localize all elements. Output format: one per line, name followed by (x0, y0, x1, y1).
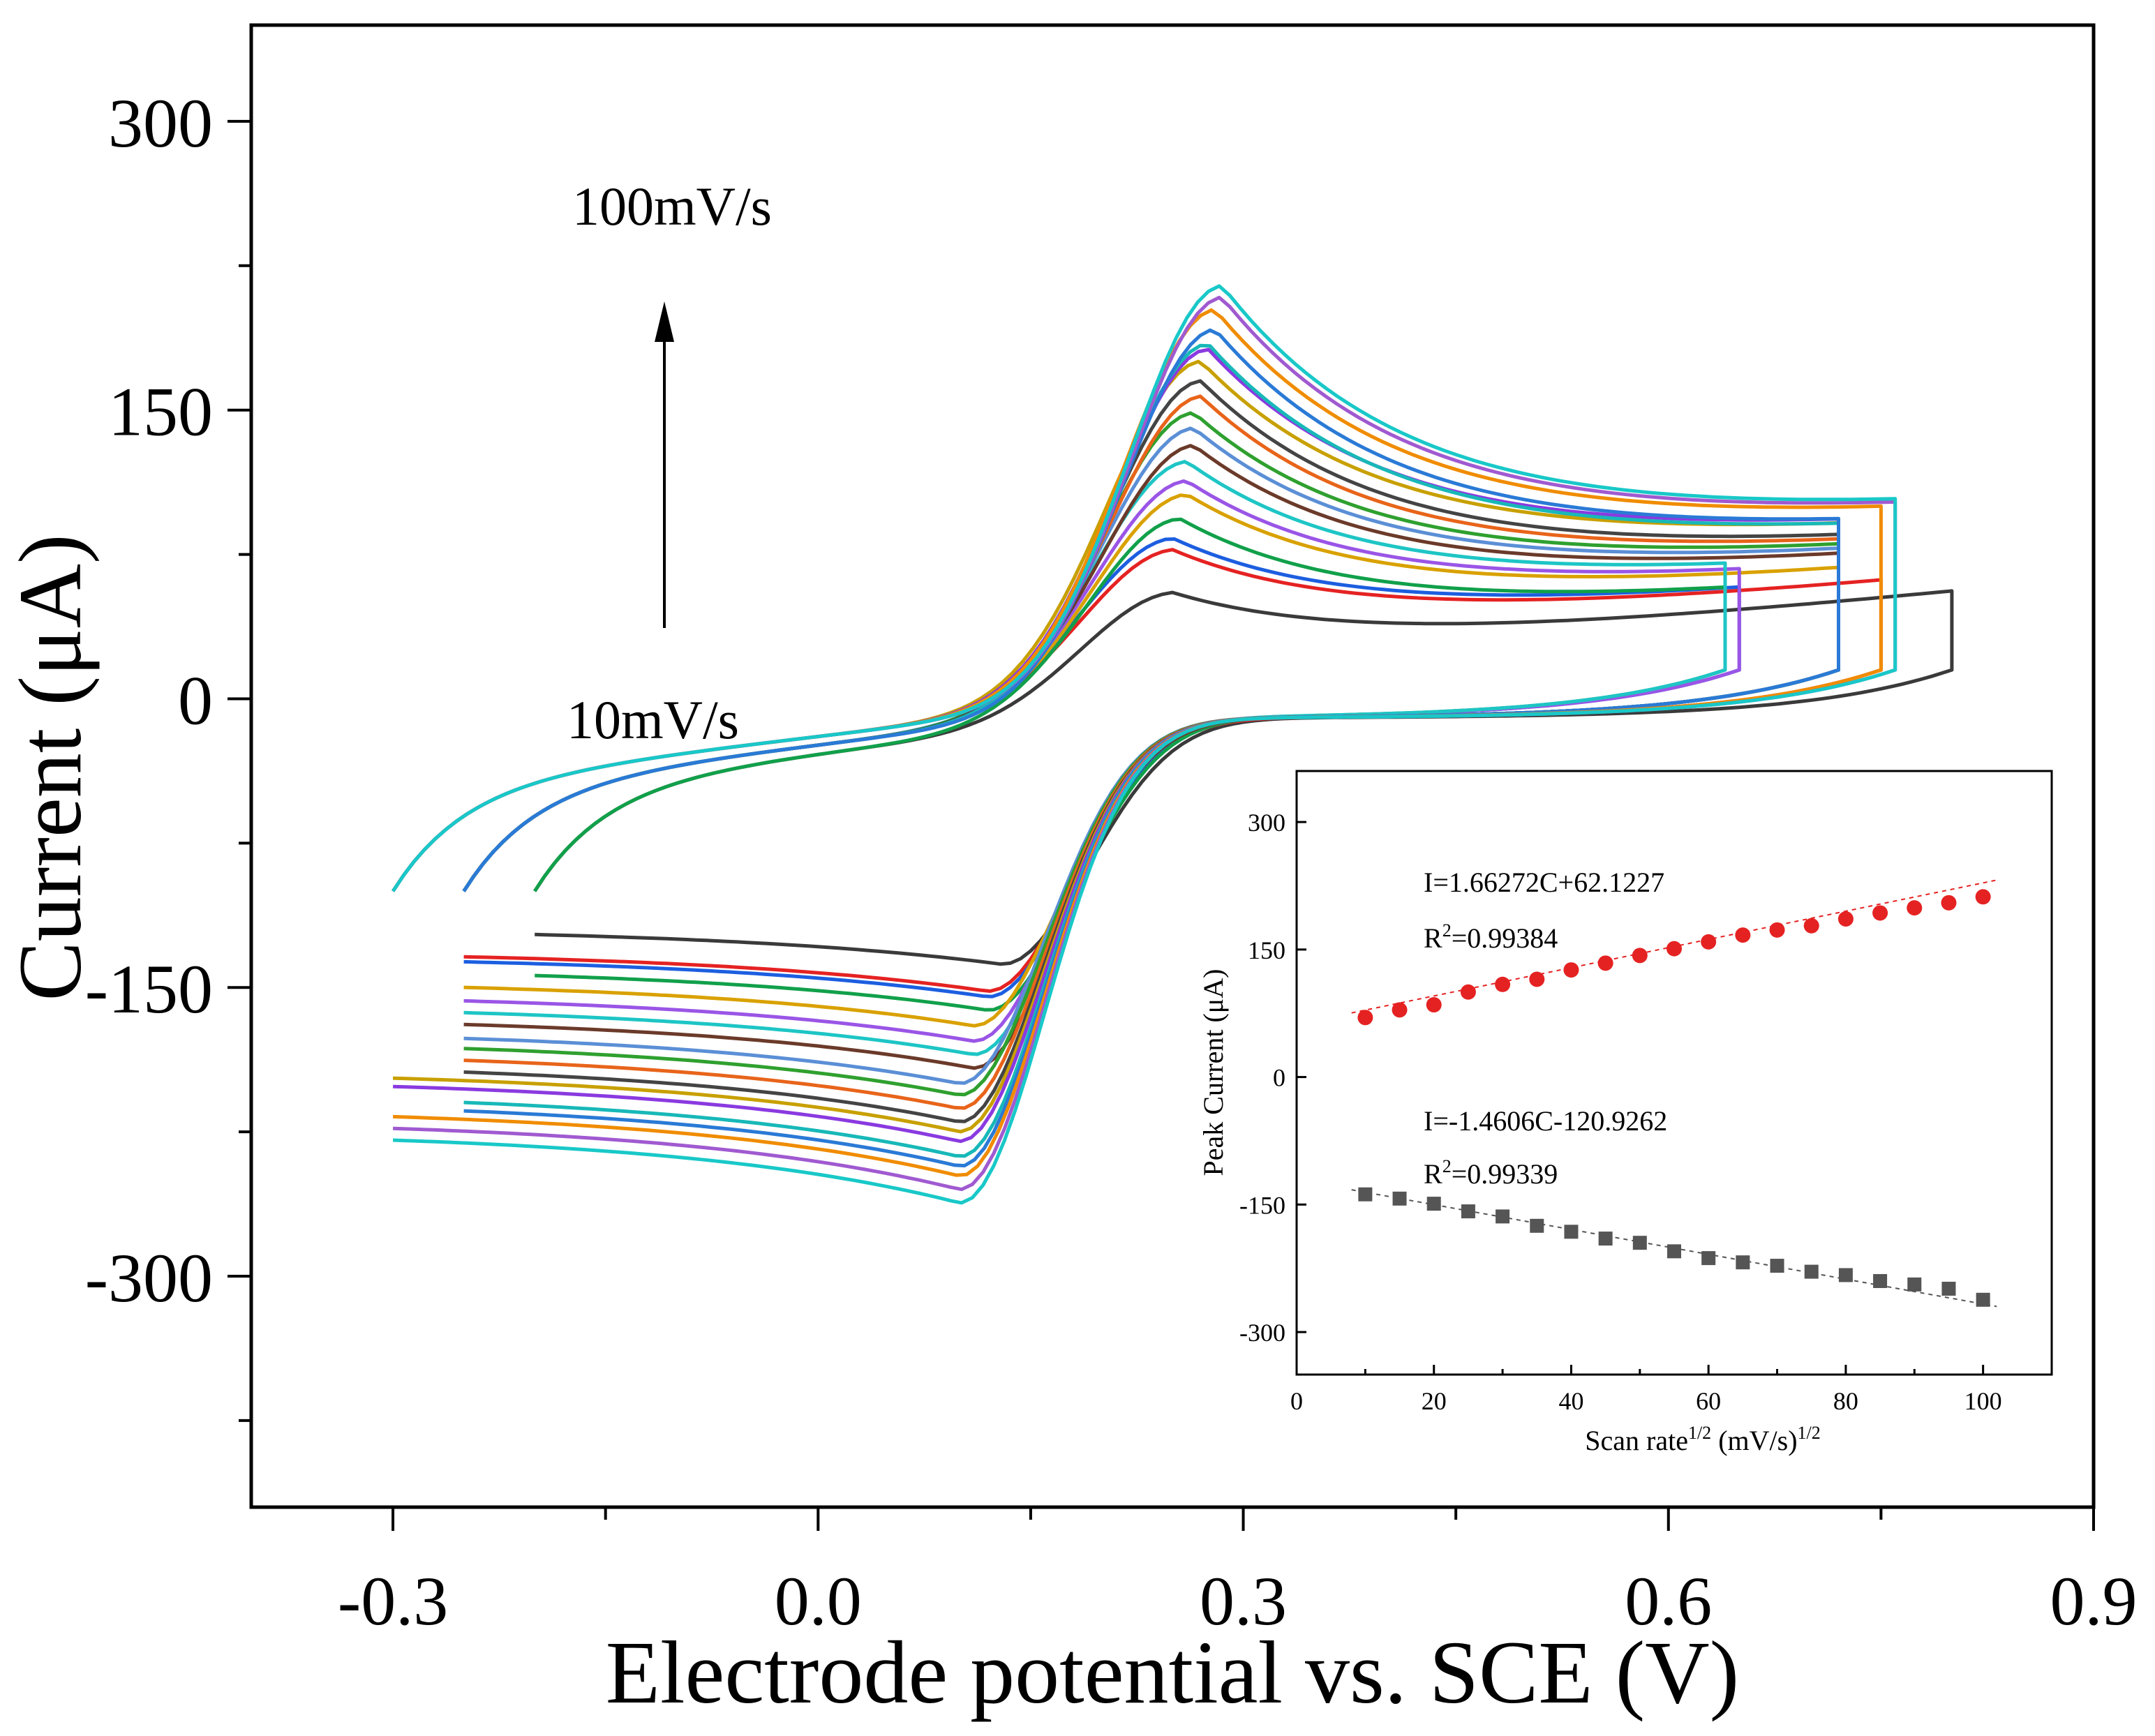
inset-background (1195, 759, 1989, 1387)
red-fit-equation: I=-1.4606C-120.9262 (1424, 1105, 1667, 1137)
main-x-tick-label: 0.6 (1625, 1562, 1712, 1640)
inset-point-reduction (1701, 1251, 1716, 1266)
inset-plot: 0 20 40 60 80 100 -300 -150 0 150 300 I=1.66272C+… (1195, 759, 2053, 1456)
inset-point-reduction (1941, 1281, 1956, 1296)
inset-point-reduction (1873, 1273, 1888, 1288)
inset-point-reduction (1461, 1204, 1475, 1219)
inset-y-tick-label: 0 (1273, 1064, 1285, 1092)
inset-point-reduction (1736, 1255, 1750, 1270)
inset-point-oxidation (1495, 976, 1511, 992)
inset-point-oxidation (1529, 971, 1545, 987)
inset-point-reduction (1426, 1197, 1441, 1211)
inset-point-reduction (1358, 1187, 1373, 1202)
inset-x-title-sup1: 1/2 (1688, 1423, 1711, 1443)
ox-r2-label: R2=0.99384 (1424, 920, 1558, 954)
inset-series (1351, 879, 1997, 1308)
inset-point-reduction (1667, 1244, 1681, 1259)
inset-x-tick-label: 20 (1422, 1387, 1447, 1415)
inset-y-tick-label: -150 (1239, 1191, 1285, 1219)
inset-point-reduction (1907, 1277, 1922, 1292)
ox-r2-letter: R (1424, 922, 1442, 954)
inset-x-tick-label: 100 (1964, 1387, 2002, 1415)
inset-x-title-units (1711, 1425, 1718, 1456)
inset-point-reduction (1564, 1225, 1579, 1239)
inset-point-reduction (1530, 1218, 1544, 1233)
ox-r2-sup: 2 (1442, 920, 1452, 941)
red-r2-sup: 2 (1442, 1156, 1452, 1176)
inset-x-tick-label: 40 (1558, 1387, 1583, 1415)
red-r2-letter: R (1424, 1158, 1442, 1190)
main-y-tick-label: 0 (178, 661, 213, 739)
inset-point-reduction (1838, 1268, 1853, 1282)
inset-point-oxidation (1907, 900, 1923, 916)
inset-x-tick-label: 80 (1833, 1387, 1858, 1415)
cv-curve-100-mVs (392, 284, 1897, 1205)
inset-point-oxidation (1426, 997, 1442, 1013)
inset-point-reduction (1496, 1209, 1510, 1224)
inset-point-oxidation (1701, 934, 1717, 950)
main-y-tick-label: -150 (85, 950, 213, 1028)
ox-fit-equation: I=1.66272C+62.1227 (1424, 867, 1664, 898)
inset-point-oxidation (1769, 922, 1785, 938)
inset-point-oxidation (1666, 941, 1682, 957)
inset-point-oxidation (1837, 911, 1854, 927)
inset-point-oxidation (1392, 1002, 1408, 1018)
annotation-top-label: 100mV/s (572, 176, 772, 237)
main-plot-frame (249, 23, 2096, 1509)
main-y-tick-label: -300 (85, 1239, 213, 1317)
cv-curves (392, 284, 1954, 1205)
red-r2-label: R2=0.99339 (1424, 1156, 1558, 1190)
main-y-tick-label: 300 (108, 84, 213, 162)
main-x-tick-label: 0.3 (1200, 1562, 1287, 1640)
inset-point-oxidation (1597, 955, 1613, 971)
inset-y-axis-title: Peak Current (μA) (1198, 969, 1229, 1176)
inset-y-tick-label: -300 (1239, 1319, 1285, 1347)
inset-point-oxidation (1735, 927, 1751, 943)
inset-y-ticks: -300 -150 0 150 300 (1239, 809, 1306, 1347)
main-y-ticks: -300 -150 0 150 300 (85, 84, 251, 1422)
red-r2-value: =0.99339 (1452, 1158, 1558, 1190)
main-x-tick-label: 0.0 (775, 1562, 862, 1640)
inset-point-oxidation (1563, 962, 1579, 978)
inset-x-ticks: 0 20 40 60 80 100 (1290, 1365, 2053, 1415)
inset-x-axis-title: Scan rate1/2 (mV/s)1/2 (1585, 1423, 1821, 1456)
inset-plot-frame (1295, 770, 2053, 1376)
main-x-tick-label: 0.9 (2050, 1562, 2138, 1640)
scan-rate-arrow-head (655, 301, 674, 342)
inset-x-title-sup2: 1/2 (1798, 1423, 1821, 1443)
inset-y-tick-label: 300 (1248, 809, 1285, 837)
inset-point-oxidation (1803, 918, 1819, 934)
inset-x-tick-label: 0 (1290, 1387, 1303, 1415)
inset-point-reduction (1632, 1236, 1647, 1250)
inset-y-tick-label: 150 (1248, 936, 1285, 964)
main-y-tick-label: 150 (108, 373, 213, 451)
inset-x-title-main: Scan rate (1585, 1425, 1688, 1456)
inset-point-reduction (1804, 1264, 1819, 1279)
ox-r2-value: =0.99384 (1452, 922, 1558, 954)
main-x-ticks: -0.3 0.0 0.3 0.6 0.9 (338, 1507, 2138, 1640)
inset-point-oxidation (1975, 889, 1991, 905)
main-x-axis-title: Electrode potential vs. SCE (V) (606, 1623, 1740, 1722)
inset-point-oxidation (1632, 948, 1648, 964)
inset-x-tick-label: 60 (1696, 1387, 1721, 1415)
inset-point-oxidation (1872, 905, 1888, 921)
main-x-tick-label: -0.3 (338, 1562, 448, 1640)
main-y-axis-title: Current (μA) (1, 534, 100, 1001)
inset-point-oxidation (1941, 895, 1957, 911)
inset-point-reduction (1976, 1292, 1990, 1307)
inset-point-oxidation (1357, 1010, 1373, 1026)
inset-point-reduction (1598, 1232, 1613, 1246)
annotation-bottom-label: 10mV/s (567, 689, 739, 750)
inset-point-oxidation (1460, 984, 1476, 1000)
inset-point-reduction (1392, 1191, 1407, 1206)
inset-point-reduction (1770, 1259, 1784, 1273)
inset-x-title-unit-text: (mV/s) (1718, 1425, 1797, 1456)
cv-curve-10-mVs (533, 589, 1954, 966)
cv-curve-85-mVs (462, 328, 1840, 1168)
